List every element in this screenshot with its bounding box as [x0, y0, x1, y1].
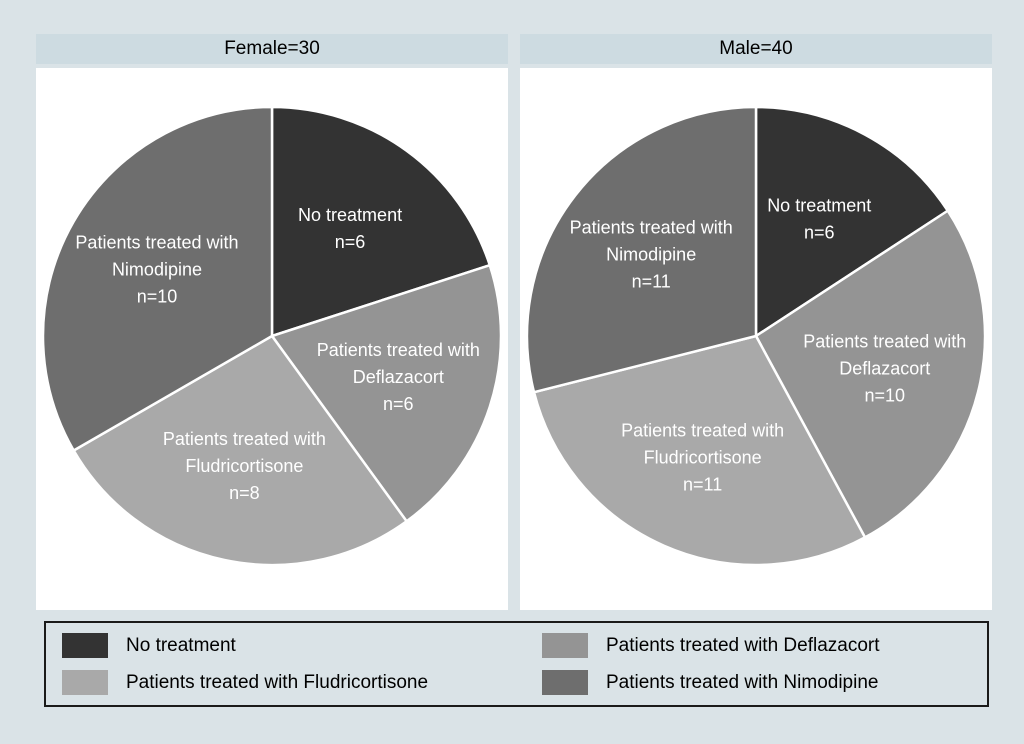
pie-chart-male: No treatment n=6 Patients treated with Defl…	[520, 68, 992, 610]
panel-body-male: No treatment n=6 Patients treated with Defl…	[520, 68, 992, 610]
legend-swatch-fludricortisone	[62, 670, 108, 695]
legend-swatch-deflazacort	[542, 633, 588, 658]
pie-slice-label: Patients treated with Fludricortisone n=8	[163, 429, 326, 503]
pie-slice	[41, 105, 274, 452]
pie-slice-label: No treatment n=6	[767, 196, 871, 243]
legend-swatch-no-treatment	[62, 633, 108, 658]
pie-slice	[270, 105, 492, 338]
pie-slice-label: Patients treated with Nimodipine n=11	[570, 217, 733, 291]
legend-label: No treatment	[126, 634, 236, 656]
legend-item: Patients treated with Deflazacort	[542, 633, 971, 658]
panel-male: Male=40 No treatment n=6 Patients treated …	[520, 34, 992, 610]
panel-female: Female=30 No treatment n=6 Patients treate…	[36, 34, 508, 610]
pie-slice-label: Patients treated with Fludricortisone n=11	[621, 421, 784, 495]
legend-label: Patients treated with Fludricortisone	[126, 671, 429, 693]
legend-label: Patients treated with Deflazacort	[606, 634, 880, 656]
legend-swatch-nimodipine	[542, 670, 588, 695]
legend: No treatment Patients treated with Defla…	[44, 621, 989, 707]
pie-slice	[270, 263, 503, 523]
pie-slice	[72, 334, 408, 567]
panel-title-male: Male=40	[520, 34, 992, 64]
panel-body-female: No treatment n=6 Patients treated with Defl…	[36, 68, 508, 610]
legend-item: Patients treated with Nimodipine	[542, 670, 971, 695]
panel-title-female: Female=30	[36, 34, 508, 64]
legend-label: Patients treated with Nimodipine	[606, 671, 879, 693]
pie-slice-label: Patients treated with Nimodipine n=10	[75, 233, 238, 307]
pie-slice	[525, 105, 758, 394]
pie-slice-label: Patients treated with Deflazacort n=10	[803, 332, 966, 406]
legend-item: No treatment	[62, 633, 542, 658]
pie-slice	[754, 105, 949, 338]
pie-slice-label: No treatment n=6	[298, 205, 402, 252]
pie-slice	[532, 334, 867, 567]
pie-chart-female: No treatment n=6 Patients treated with Defl…	[36, 68, 508, 610]
legend-item: Patients treated with Fludricortisone	[62, 670, 542, 695]
pie-slice	[754, 209, 987, 539]
pie-slice-label: Patients treated with Deflazacort n=6	[317, 340, 480, 414]
